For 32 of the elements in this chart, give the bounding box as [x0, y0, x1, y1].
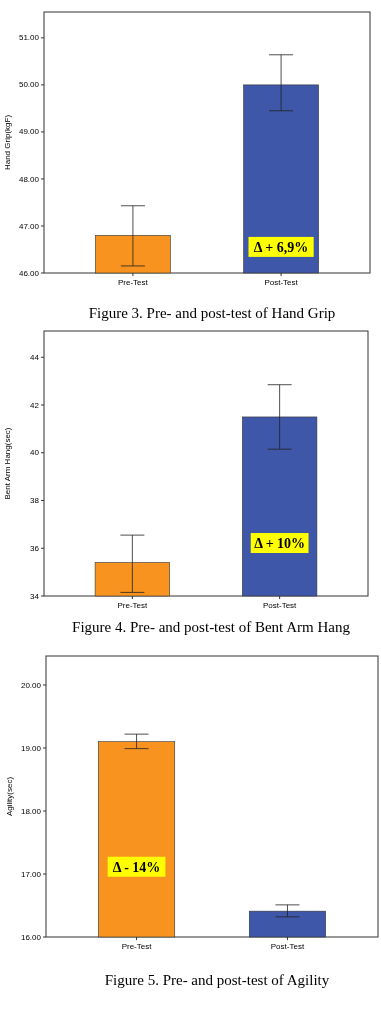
x-tick-label: Pre-Test [118, 278, 149, 287]
y-tick-label: 38 [30, 496, 40, 506]
annotation: Δ + 10% [254, 535, 306, 551]
x-tick-label: Post-Test [262, 601, 298, 610]
y-tick-label: 36 [30, 543, 40, 553]
y-tick-label: 34 [30, 591, 40, 601]
y-tick-label: 18.00 [20, 806, 42, 816]
caption: Figure 5. Pre- and post-test of Agility [104, 972, 330, 988]
caption: Figure 3. Pre- and post-test of Hand Grip [88, 305, 336, 321]
y-tick-label: 48.00 [18, 174, 40, 184]
x-tick-label: Post-Test [264, 278, 299, 287]
caption: Figure 4. Pre- and post-test of Bent Arm Hang [72, 619, 351, 635]
annotation: Δ + 6,9% [253, 239, 309, 255]
y-tick-label: 44 [30, 352, 40, 362]
y-tick-label: 51.00 [18, 33, 40, 43]
y-axis-title: Bent Arm Hang(sec) [3, 427, 12, 500]
y-tick-label: 46.00 [18, 268, 40, 278]
y-tick-label: 47.00 [18, 221, 40, 231]
y-tick-label: 16.00 [20, 932, 42, 942]
x-tick-label: Post-Test [270, 942, 305, 951]
y-tick-label: 17.00 [20, 869, 42, 879]
y-axis-title: Agility(sec) [5, 776, 14, 817]
y-tick-label: 20.00 [20, 680, 42, 690]
y-tick-label: 49.00 [18, 127, 40, 137]
y-tick-label: 40 [30, 448, 40, 458]
y-tick-label: 19.00 [20, 743, 42, 753]
y-tick-label: 42 [30, 400, 40, 410]
y-tick-label: 50.00 [18, 80, 40, 90]
x-tick-label: Pre-Test [121, 942, 153, 951]
y-axis-title: Hand Grip(kgF) [3, 114, 12, 171]
x-tick-label: Pre-Test [117, 601, 149, 610]
annotation: Δ - 14% [112, 859, 161, 875]
